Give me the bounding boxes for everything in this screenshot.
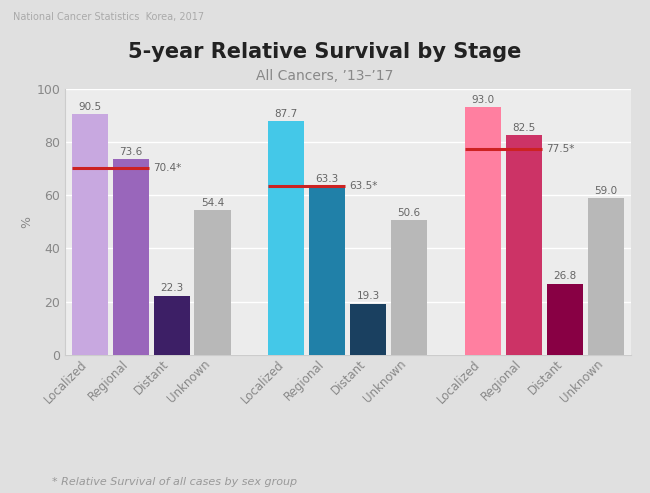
Bar	[588, 198, 624, 355]
Text: 19.3: 19.3	[357, 291, 380, 301]
Bar	[153, 296, 190, 355]
Text: 70.4*: 70.4*	[153, 163, 181, 173]
Text: 54.4: 54.4	[201, 198, 224, 208]
Bar	[547, 283, 583, 355]
Text: 59.0: 59.0	[594, 186, 618, 196]
Bar	[465, 107, 501, 355]
Bar	[391, 220, 427, 355]
Text: 26.8: 26.8	[553, 272, 577, 282]
Y-axis label: %: %	[21, 216, 34, 228]
Text: 90.5: 90.5	[78, 102, 101, 112]
Bar	[112, 159, 149, 355]
Text: 22.3: 22.3	[160, 283, 183, 293]
Bar	[350, 304, 386, 355]
Text: 82.5: 82.5	[512, 123, 536, 133]
Text: 93.0: 93.0	[471, 95, 495, 105]
Text: National Cancer Statistics  Korea, 2017: National Cancer Statistics Korea, 2017	[13, 12, 204, 22]
Text: 73.6: 73.6	[119, 147, 142, 157]
Bar	[194, 210, 231, 355]
Text: * Relative Survival of all cases by sex group: * Relative Survival of all cases by sex …	[52, 477, 297, 487]
Bar	[72, 114, 108, 355]
Text: 63.3: 63.3	[316, 175, 339, 184]
Text: 5-year Relative Survival by Stage: 5-year Relative Survival by Stage	[128, 42, 522, 62]
Text: 63.5*: 63.5*	[350, 181, 378, 191]
Bar	[309, 186, 345, 355]
Bar	[506, 135, 542, 355]
Text: 50.6: 50.6	[398, 208, 421, 218]
Text: 77.5*: 77.5*	[547, 143, 575, 154]
Text: 87.7: 87.7	[275, 109, 298, 119]
Text: All Cancers, ’13–’17: All Cancers, ’13–’17	[256, 70, 394, 83]
Bar	[268, 121, 304, 355]
